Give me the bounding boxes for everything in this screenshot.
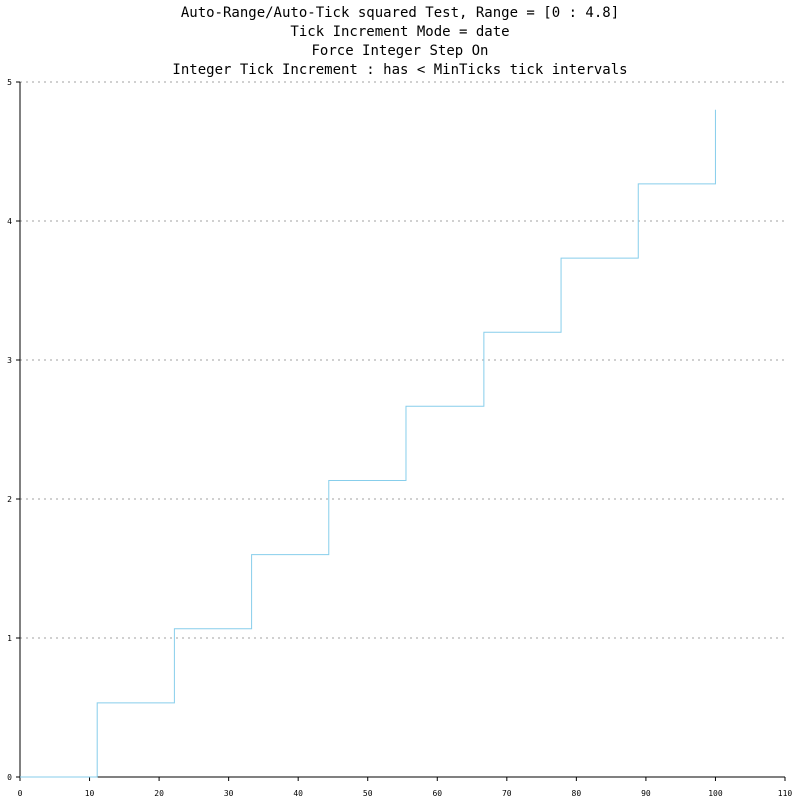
x-tick-label: 70 — [502, 789, 512, 798]
y-tick-label: 5 — [7, 78, 12, 87]
x-tick-label: 20 — [154, 789, 164, 798]
y-tick-label: 1 — [7, 634, 12, 643]
x-tick-label: 50 — [363, 789, 373, 798]
x-tick-label: 0 — [18, 789, 23, 798]
x-tick-label: 110 — [778, 789, 793, 798]
chart-title-line-3: Force Integer Step On — [311, 43, 489, 59]
chart-title-block: Auto-Range/Auto-Tick squared Test, Range… — [0, 4, 800, 80]
x-tick-label: 90 — [641, 789, 651, 798]
x-tick-label: 30 — [224, 789, 234, 798]
series-step-line — [20, 109, 716, 778]
y-tick-label: 4 — [7, 217, 12, 226]
x-tick-label: 60 — [432, 789, 442, 798]
x-tick-label: 10 — [85, 789, 95, 798]
y-tick-label: 0 — [7, 773, 12, 782]
chart-title-line-1: Auto-Range/Auto-Tick squared Test, Range… — [180, 5, 620, 21]
chart-title-line-4: Integer Tick Increment : has < MinTicks … — [172, 62, 628, 78]
y-tick-label: 3 — [7, 356, 12, 365]
x-tick-label: 100 — [708, 789, 723, 798]
y-tick-label: 2 — [7, 495, 12, 504]
x-tick-label: 40 — [293, 789, 303, 798]
x-tick-label: 80 — [572, 789, 582, 798]
chart-title-line-2: Tick Increment Mode = date — [290, 24, 510, 40]
